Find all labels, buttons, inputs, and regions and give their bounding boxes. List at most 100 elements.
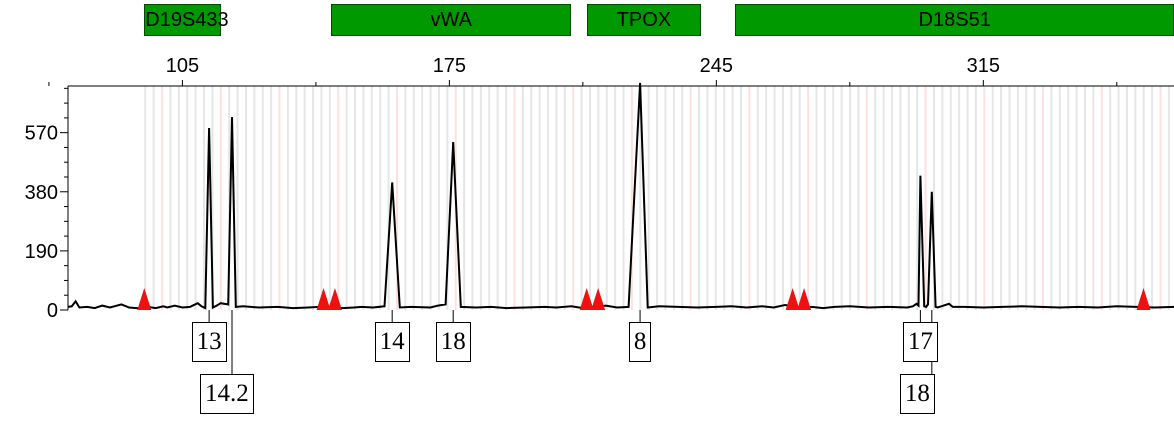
- bin-stripe: [899, 86, 902, 310]
- bin-stripe: [781, 86, 784, 310]
- bin-stripe: [748, 86, 751, 310]
- bin-stripe: [622, 86, 625, 310]
- y-tick-label: 0: [47, 300, 58, 322]
- bin-stripe: [907, 86, 910, 310]
- bin-stripe: [815, 86, 818, 310]
- marker-triangle: [797, 288, 812, 310]
- bin-stripe: [840, 86, 843, 310]
- bin-stripe: [530, 86, 533, 310]
- bin-stripe: [1075, 86, 1078, 310]
- bin-stripe: [966, 86, 969, 310]
- bin-stripe: [446, 86, 449, 310]
- bin-stripe: [614, 86, 617, 310]
- y-tick-label: 190: [25, 241, 58, 263]
- bin-stripe: [429, 86, 432, 310]
- bin-stripe: [278, 86, 281, 310]
- x-tick-label: 175: [433, 55, 466, 77]
- bin-stripe: [471, 86, 474, 310]
- bin-stripe: [177, 86, 180, 310]
- x-tick-label: 105: [166, 55, 199, 77]
- allele-call-label[interactable]: 18: [435, 322, 471, 362]
- bin-stripe: [1109, 86, 1112, 310]
- allele-call-label[interactable]: 17: [902, 322, 938, 362]
- bin-stripe: [1008, 86, 1011, 310]
- allele-call-label[interactable]: 14: [374, 322, 410, 362]
- bin-stripe: [337, 86, 340, 310]
- bin-stripe: [949, 86, 952, 310]
- bin-stripe: [463, 86, 466, 310]
- bin-stripe: [1151, 86, 1154, 310]
- bin-stripe: [437, 86, 440, 310]
- bin-stripe: [1058, 86, 1061, 310]
- bin-stripe: [370, 86, 373, 310]
- bin-stripe: [312, 86, 315, 310]
- bin-stripe: [924, 86, 927, 310]
- bin-stripe: [681, 86, 684, 310]
- bin-stripe: [572, 86, 575, 310]
- bin-stripe: [1042, 86, 1045, 310]
- bin-stripe: [488, 86, 491, 310]
- bin-stripe: [1134, 86, 1137, 310]
- bin-stripe: [395, 86, 398, 310]
- allele-call-label[interactable]: 14.2: [199, 374, 254, 414]
- bin-stripe: [874, 86, 877, 310]
- bin-stripe: [916, 86, 919, 310]
- bin-stripe: [932, 86, 935, 310]
- bin-stripe: [194, 86, 197, 310]
- marker-triangle: [591, 288, 606, 310]
- bin-stripe: [421, 86, 424, 310]
- bin-stripe: [580, 86, 583, 310]
- bin-stripe: [161, 86, 164, 310]
- locus-tpox[interactable]: TPOX: [586, 4, 702, 36]
- locus-d19s433[interactable]: D19S433: [144, 4, 229, 36]
- bin-stripe: [773, 86, 776, 310]
- bin-stripe: [547, 86, 550, 310]
- bin-stripe: [563, 86, 566, 310]
- bin-stripe: [1000, 86, 1003, 310]
- bin-stripe: [756, 86, 759, 310]
- marker-triangle: [579, 288, 594, 310]
- bin-stripe: [303, 86, 306, 310]
- marker-triangle: [785, 288, 800, 310]
- bin-stripe: [228, 86, 231, 310]
- bin-stripe: [882, 86, 885, 310]
- bin-stripe: [1025, 86, 1028, 310]
- bin-stripe: [647, 86, 650, 310]
- locus-d18s51[interactable]: D18S51: [735, 4, 1174, 36]
- bin-stripe: [345, 86, 348, 310]
- marker-triangle: [137, 288, 152, 310]
- bin-stripe: [1142, 86, 1145, 310]
- bin-stripe: [857, 86, 860, 310]
- bin-stripe: [295, 86, 298, 310]
- allele-call-label[interactable]: 13: [191, 322, 227, 362]
- bin-stripe: [144, 86, 147, 310]
- bin-stripe: [270, 86, 273, 310]
- bin-stripe: [521, 86, 524, 310]
- bin-stripe: [1067, 86, 1070, 310]
- bin-stripe: [169, 86, 172, 310]
- allele-call-label[interactable]: 18: [899, 374, 935, 414]
- bin-stripe: [731, 86, 734, 310]
- bin-stripe: [1083, 86, 1086, 310]
- bin-stripe: [1117, 86, 1120, 310]
- bin-stripe: [1050, 86, 1053, 310]
- marker-triangle: [1136, 288, 1151, 310]
- x-tick-label: 245: [700, 55, 733, 77]
- bin-stripe: [211, 86, 214, 310]
- locus-vwa[interactable]: vWA: [331, 4, 572, 36]
- bin-stripe: [765, 86, 768, 310]
- bin-stripe: [664, 86, 667, 310]
- bin-stripe: [991, 86, 994, 310]
- allele-call-label[interactable]: 8: [628, 322, 652, 362]
- bin-stripe: [261, 86, 264, 310]
- bin-stripe: [1167, 86, 1170, 310]
- bin-stripe: [588, 86, 591, 310]
- marker-triangle: [316, 288, 331, 310]
- bin-stripe: [849, 86, 852, 310]
- bin-stripe: [513, 86, 516, 310]
- bin-stripe: [698, 86, 701, 310]
- bin-stripe: [823, 86, 826, 310]
- bin-stripe: [891, 86, 894, 310]
- bin-stripe: [739, 86, 742, 310]
